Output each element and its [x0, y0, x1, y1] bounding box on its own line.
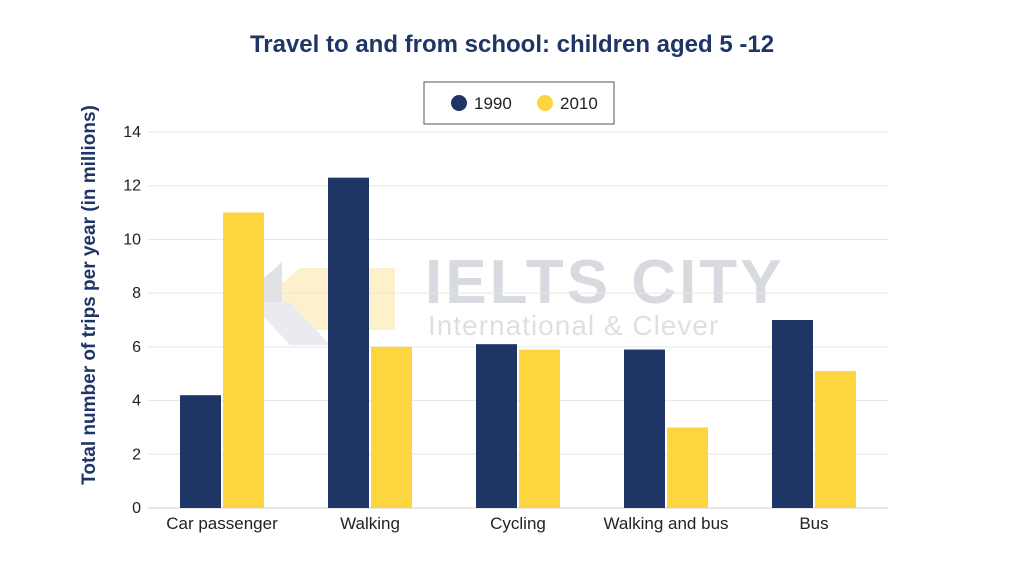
- legend-marker-1990: [451, 95, 467, 111]
- chart-title: Travel to and from school: children aged…: [250, 31, 774, 58]
- watermark-title: IELTS CITY: [425, 248, 785, 317]
- bar-1990-walking: [328, 177, 369, 508]
- x-category-label: Cycling: [490, 514, 546, 533]
- legend-label-1990: 1990: [474, 94, 512, 113]
- y-tick-label: 8: [132, 285, 141, 302]
- y-tick-label: 10: [123, 231, 141, 248]
- bar-1990-cycling: [476, 344, 517, 508]
- bar-1990-car-passenger: [180, 395, 221, 508]
- gridlines: [148, 131, 888, 509]
- watermark-logo-icon: [248, 262, 395, 345]
- y-tick-label: 0: [132, 500, 141, 517]
- bar-2010-cycling: [519, 349, 560, 508]
- y-axis-ticks: 0 2 4 6 8 10 12 14: [123, 124, 141, 517]
- bar-2010-walking-and-bus: [667, 427, 708, 508]
- y-tick-label: 4: [132, 393, 141, 410]
- watermark-subtitle: International & Clever: [428, 310, 719, 341]
- bar-2010-walking: [371, 346, 412, 508]
- x-category-label: Walking: [340, 514, 400, 533]
- legend-marker-2010: [537, 95, 553, 111]
- y-axis-label: Total number of trips per year (in milli…: [79, 105, 100, 485]
- watermark: IELTS CITY International & Clever: [248, 248, 785, 345]
- legend: 1990 2010: [423, 81, 615, 125]
- bar-1990-bus: [772, 320, 813, 508]
- y-tick-label: 6: [132, 339, 141, 356]
- bar-2010-car-passenger: [223, 212, 264, 509]
- bars: [180, 177, 856, 509]
- legend-label-2010: 2010: [560, 94, 598, 113]
- x-category-label: Car passenger: [166, 514, 278, 533]
- x-axis-categories: Car passenger Walking Cycling Walking and b…: [166, 514, 828, 533]
- bar-1990-walking-and-bus: [624, 349, 665, 508]
- bar-2010-bus: [815, 371, 856, 508]
- y-tick-label: 14: [123, 124, 141, 141]
- y-tick-label: 12: [123, 178, 141, 195]
- y-tick-label: 2: [132, 446, 141, 463]
- x-category-label: Bus: [799, 514, 828, 533]
- x-category-label: Walking and bus: [603, 514, 728, 533]
